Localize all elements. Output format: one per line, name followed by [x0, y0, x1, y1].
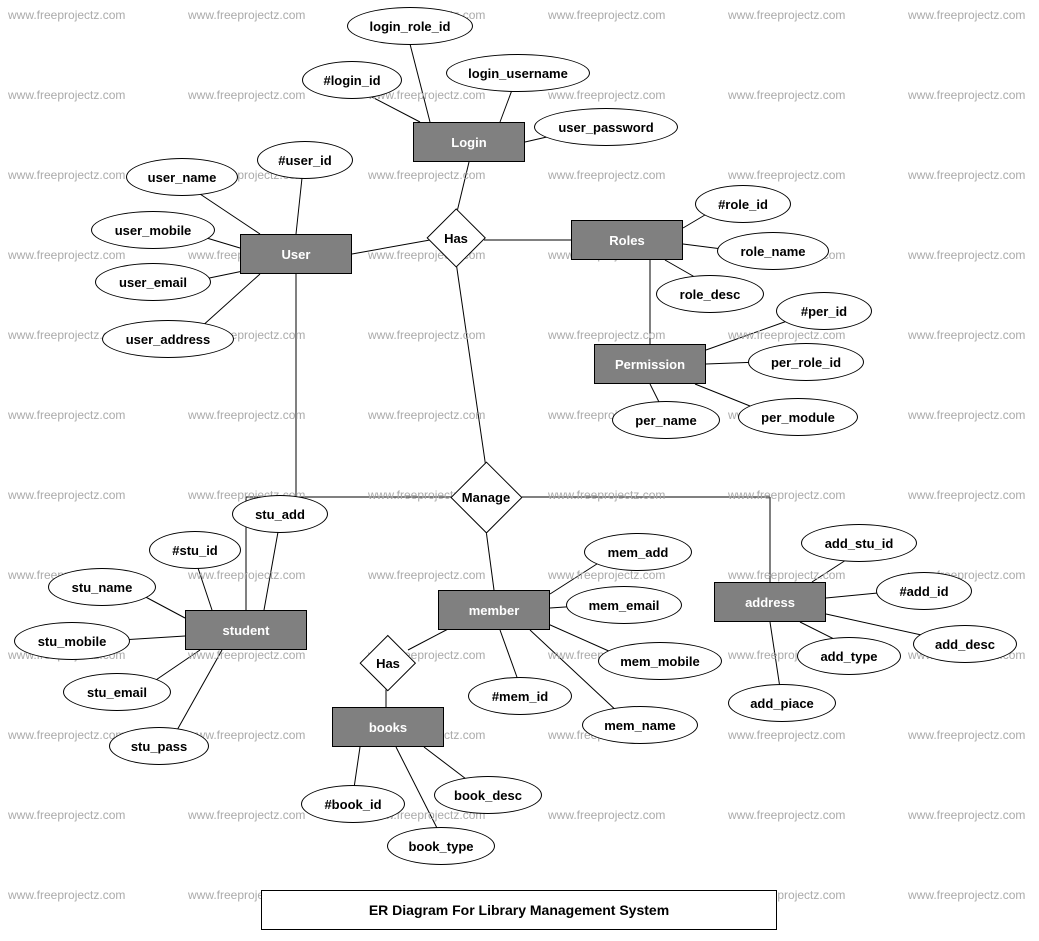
attribute-mem-email: mem_email	[566, 586, 682, 624]
edge-line	[812, 560, 846, 582]
entity-books: books	[332, 707, 444, 747]
attribute-stu-email: stu_email	[63, 673, 171, 711]
entity-student: student	[185, 610, 307, 650]
attribute-user-name: user_name	[126, 158, 238, 196]
relationship-label: Has	[376, 656, 400, 671]
relationship-label: Manage	[462, 490, 510, 505]
edge-line	[264, 532, 278, 610]
attribute-stu-add: stu_add	[232, 495, 328, 533]
edge-line	[176, 650, 222, 732]
entity-user: User	[240, 234, 352, 274]
attribute-user-email: user_email	[95, 263, 211, 301]
edge-line	[410, 44, 430, 122]
attribute-mem-add: mem_add	[584, 533, 692, 571]
attribute-per-name: per_name	[612, 401, 720, 439]
attribute--user-id: #user_id	[257, 141, 353, 179]
entity-address: address	[714, 582, 826, 622]
attribute-role-name: role_name	[717, 232, 829, 270]
attribute-login-role-id: login_role_id	[347, 7, 473, 45]
relationship-label: Has	[444, 231, 468, 246]
attribute-per-module: per_module	[738, 398, 858, 436]
attribute-role-desc: role_desc	[656, 275, 764, 313]
diagram-title-text: ER Diagram For Library Management System	[369, 902, 669, 918]
attribute-stu-name: stu_name	[48, 568, 156, 606]
attribute-user-password: user_password	[534, 108, 678, 146]
attribute-stu-mobile: stu_mobile	[14, 622, 130, 660]
attribute-add-piace: add_piace	[728, 684, 836, 722]
diagram-title: ER Diagram For Library Management System	[261, 890, 777, 930]
edge-line	[354, 747, 360, 788]
relationship-manage: Manage	[450, 461, 522, 533]
edge-line	[456, 262, 486, 468]
attribute--add-id: #add_id	[876, 572, 972, 610]
attribute--per-id: #per_id	[776, 292, 872, 330]
attribute--role-id: #role_id	[695, 185, 791, 223]
attribute-mem-name: mem_name	[582, 706, 698, 744]
entity-permission: Permission	[594, 344, 706, 384]
attribute--stu-id: #stu_id	[149, 531, 241, 569]
attribute-mem-mobile: mem_mobile	[598, 642, 722, 680]
attribute-add-type: add_type	[797, 637, 901, 675]
relationship-has1: Has	[426, 208, 486, 268]
attribute-per-role-id: per_role_id	[748, 343, 864, 381]
edge-line	[370, 96, 420, 122]
edge-line	[770, 622, 780, 688]
attribute--book-id: #book_id	[301, 785, 405, 823]
attribute-book-type: book_type	[387, 827, 495, 865]
attribute-add-stu-id: add_stu_id	[801, 524, 917, 562]
attribute--mem-id: #mem_id	[468, 677, 572, 715]
edge-line	[486, 530, 494, 590]
edge-line	[396, 747, 438, 830]
entity-login: Login	[413, 122, 525, 162]
attribute-stu-pass: stu_pass	[109, 727, 209, 765]
attribute-login-username: login_username	[446, 54, 590, 92]
attribute-user-address: user_address	[102, 320, 234, 358]
edge-line	[500, 90, 512, 122]
edge-line	[826, 614, 926, 636]
attribute--login-id: #login_id	[302, 61, 402, 99]
edge-line	[500, 630, 518, 680]
relationship-has2: Has	[360, 635, 416, 691]
edge-line	[352, 240, 430, 254]
edge-line	[296, 178, 302, 234]
edge-line	[424, 747, 470, 782]
attribute-book-desc: book_desc	[434, 776, 542, 814]
attribute-user-mobile: user_mobile	[91, 211, 215, 249]
edge-line	[198, 568, 212, 610]
entity-member: member	[438, 590, 550, 630]
attribute-add-desc: add_desc	[913, 625, 1017, 663]
entity-roles: Roles	[571, 220, 683, 260]
